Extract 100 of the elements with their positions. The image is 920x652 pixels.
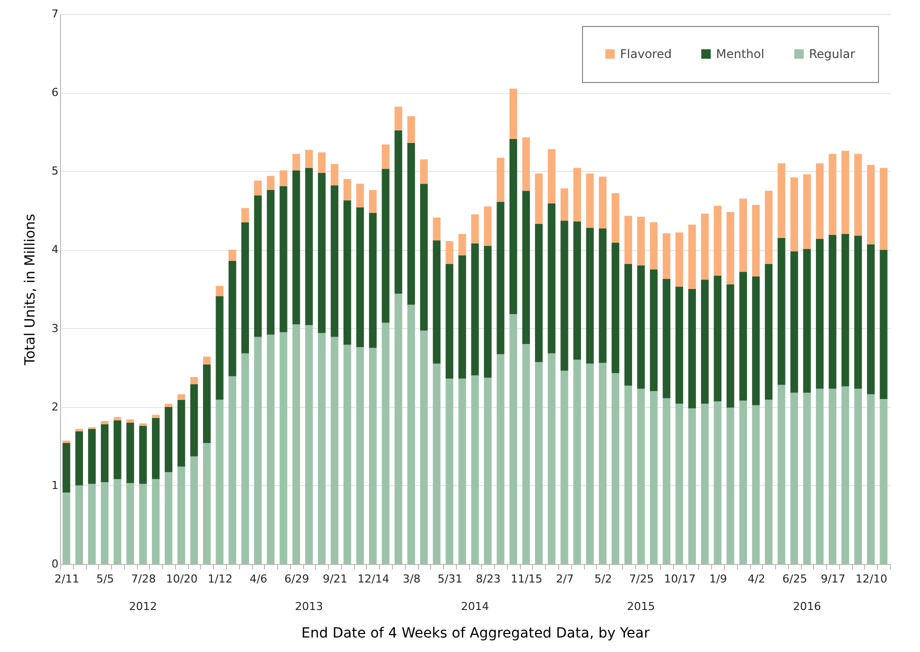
bar (764, 190, 773, 264)
bar (484, 246, 492, 378)
bar (164, 472, 172, 564)
bar (318, 172, 326, 333)
bar (828, 154, 836, 235)
bar (598, 176, 607, 228)
bar (612, 242, 620, 374)
bar (752, 405, 760, 564)
bar (637, 216, 645, 266)
bar (382, 168, 390, 323)
bar (701, 214, 709, 280)
bar (816, 238, 824, 389)
bar (560, 370, 568, 564)
bar (126, 422, 134, 484)
bar (624, 216, 632, 264)
x-tick-label: 5/31 (438, 572, 462, 586)
bar (828, 234, 836, 389)
bar (573, 221, 581, 360)
x-tick-label: 11/15 (510, 572, 542, 586)
bar (280, 332, 288, 564)
bar (228, 250, 236, 261)
y-tick-label: 7 (52, 8, 58, 20)
bar (598, 228, 607, 363)
bar (330, 164, 338, 186)
bar (560, 188, 568, 221)
bar (471, 375, 479, 564)
bar (586, 174, 594, 228)
bar (496, 202, 504, 354)
bar (369, 348, 377, 564)
bar (854, 388, 862, 564)
x-tick-label: 3/8 (402, 572, 421, 586)
bar (100, 482, 109, 564)
bar (432, 218, 441, 240)
bar (573, 168, 581, 222)
bar (254, 336, 262, 564)
bar (407, 304, 415, 564)
bar (343, 344, 352, 564)
legend-label: Flavored (620, 47, 672, 61)
bar (177, 394, 186, 400)
bar (394, 294, 402, 564)
x-tick-label: 6/25 (782, 572, 808, 586)
bar (816, 388, 824, 564)
bar (586, 228, 594, 364)
bar (432, 240, 441, 364)
bar (216, 296, 224, 400)
bar (867, 394, 875, 564)
bar (432, 364, 441, 564)
bar (177, 466, 186, 564)
bar (164, 404, 172, 407)
bar (177, 400, 186, 467)
text: 2016 (793, 600, 821, 613)
bar (778, 384, 786, 564)
bar (726, 408, 734, 564)
bar (828, 388, 836, 564)
bar (407, 116, 415, 143)
y-tick-label: 3 (52, 322, 58, 335)
bar (190, 384, 198, 456)
bar (624, 264, 632, 386)
bar (292, 170, 300, 324)
bar (254, 180, 262, 196)
bar (114, 417, 122, 420)
bar (841, 150, 850, 234)
bar (356, 347, 364, 564)
x-tick-label: 2/7 (556, 572, 574, 586)
bar (522, 344, 530, 564)
bar (114, 420, 122, 480)
x-tick-label: 7/25 (629, 572, 654, 586)
y-tick-label: 0 (52, 558, 58, 570)
x-tick-label: 9/21 (322, 572, 348, 586)
bar (75, 431, 83, 486)
x-tick-label: 9/17 (820, 572, 846, 586)
x-tick-label: 4/6 (250, 572, 268, 586)
bar (446, 241, 454, 264)
bar (854, 236, 862, 389)
bar (739, 272, 747, 401)
bar (803, 248, 811, 393)
bar (509, 314, 518, 564)
bar (305, 168, 313, 326)
bar (854, 154, 862, 236)
bar (637, 388, 645, 564)
bar (330, 185, 338, 337)
bar (803, 174, 811, 249)
bar (446, 378, 454, 564)
x-tick-label: 2/11 (54, 572, 80, 586)
bar (548, 149, 556, 204)
bar (458, 234, 466, 256)
bar (228, 260, 236, 376)
bar (790, 177, 798, 252)
bar (100, 421, 109, 424)
bar (841, 386, 850, 564)
bar (509, 138, 518, 314)
bar (152, 414, 160, 418)
text: 2012 (129, 600, 157, 613)
text: 2013 (295, 600, 323, 613)
bar (458, 378, 466, 564)
bar (88, 484, 96, 564)
bar (216, 400, 224, 564)
bar (573, 360, 581, 564)
bar (100, 424, 109, 482)
bar (228, 376, 236, 564)
